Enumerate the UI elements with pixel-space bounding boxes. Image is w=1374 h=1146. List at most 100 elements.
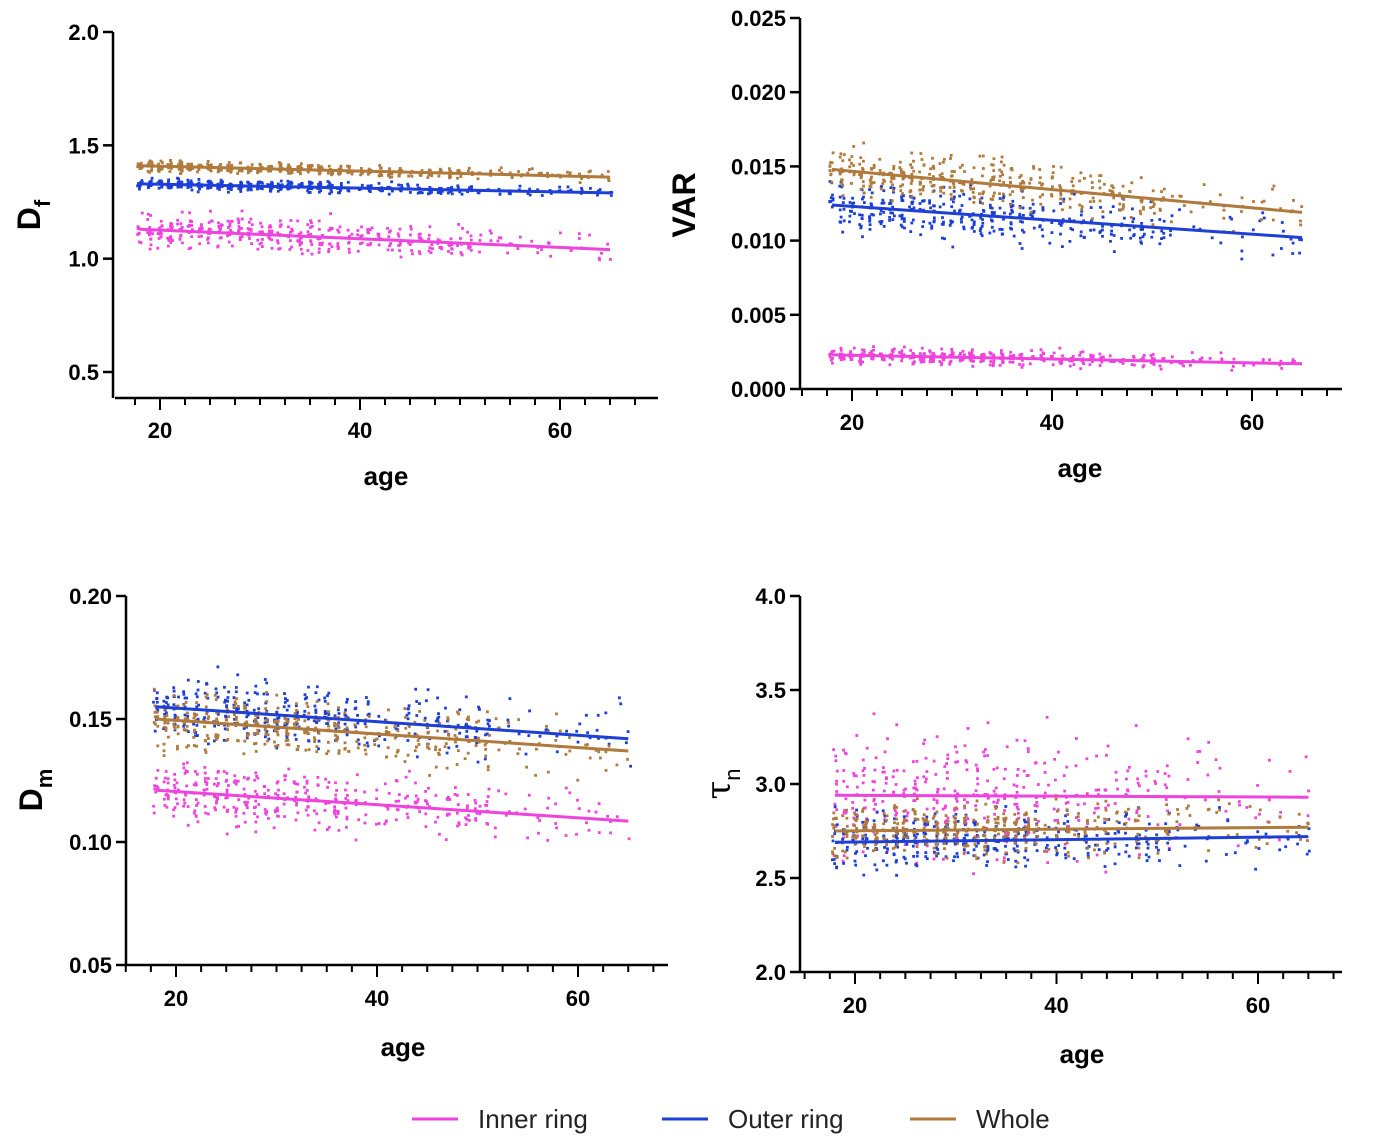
data-point [892,834,895,838]
data-point [366,172,370,176]
data-point [448,244,452,248]
data-point [1026,750,1030,753]
fit-line-inner-ring [139,227,611,252]
data-point [431,247,434,251]
data-point [232,703,236,707]
data-point [1010,210,1014,213]
data-point [880,201,884,205]
data-point [865,746,869,750]
data-point [991,362,995,366]
data-point [1015,818,1019,821]
data-point [845,816,849,820]
data-point [163,715,167,719]
data-point [536,251,540,255]
data-point [838,184,842,188]
data-point [156,232,160,235]
data-point [137,232,141,235]
data-point [189,185,193,189]
data-point [1056,821,1060,825]
data-point [1000,155,1004,159]
x-tick-label: 60 [548,418,572,443]
data-point [1043,771,1047,774]
data-point [892,806,896,810]
data-point [930,224,934,228]
data-point [538,734,542,738]
data-point [153,787,157,791]
data-point [189,220,193,223]
data-point [173,786,177,790]
data-point [1021,363,1025,367]
data-point [903,857,907,861]
data-point [974,763,978,767]
data-point [549,192,553,195]
data-point [486,768,490,772]
data-point [236,217,240,221]
data-point [206,162,209,166]
data-point [928,349,932,353]
data-point [842,748,845,752]
data-point [226,219,230,223]
data-point [230,163,234,167]
data-point [370,226,374,230]
data-point [913,817,917,821]
data-point [1149,200,1153,204]
data-point [845,856,849,860]
data-point [222,770,226,773]
data-point [307,191,311,194]
data-point [981,174,984,178]
data-point [307,748,311,752]
data-point [335,815,338,819]
data-point [1027,819,1030,822]
data-point [839,346,843,350]
data-point [922,163,926,167]
data-point [1079,351,1083,354]
data-point [256,714,260,717]
data-point [600,173,604,177]
data-point [1144,828,1148,832]
data-point [1104,830,1108,834]
data-point [995,801,999,805]
data-point [1126,788,1129,792]
data-point [356,233,360,237]
data-point [840,358,843,362]
data-point [190,181,194,185]
data-point [1252,363,1255,367]
data-point [905,861,908,865]
data-point [998,192,1001,196]
data-point [891,827,895,830]
data-point [853,824,856,827]
data-point [387,172,391,176]
data-point [629,764,632,768]
data-point [1153,212,1156,215]
data-point [240,209,244,213]
data-point [256,180,260,184]
data-point [585,821,588,825]
data-point [952,183,956,186]
data-point [1155,841,1158,845]
data-point [438,722,442,726]
data-point [1254,846,1258,849]
data-point [912,855,915,858]
data-point [167,735,170,739]
data-point [1082,235,1086,239]
data-point [237,824,240,828]
data-point [955,750,959,754]
data-point [596,713,600,717]
data-point [935,854,938,858]
data-point [307,732,310,735]
data-point [841,849,845,853]
data-point [882,770,886,774]
data-point [988,184,992,188]
data-point [497,236,501,240]
data-point [317,747,320,751]
data-point [882,201,886,205]
data-point [865,826,868,830]
data-point [283,778,287,782]
data-point [175,704,178,708]
data-point [263,717,267,720]
data-point [963,817,966,820]
data-point [193,809,197,813]
data-point [964,833,968,837]
y-tick-label: 0.010 [731,229,786,254]
data-point [861,360,864,364]
